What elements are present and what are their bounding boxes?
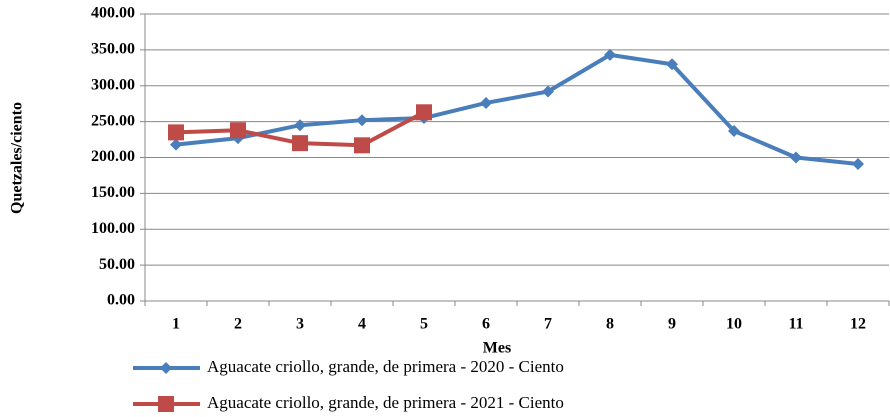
series-line (175, 52, 859, 166)
legend-label: Aguacate criollo, grande, de primera - 2… (207, 393, 564, 412)
y-tick-label: 250.00 (91, 112, 135, 129)
marker (294, 119, 306, 132)
legend-label: Aguacate criollo, grande, de primera - 2… (207, 357, 564, 376)
y-tick-label: 50.00 (99, 256, 135, 273)
x-tick-label: 7 (544, 316, 552, 333)
marker (480, 96, 492, 109)
marker (416, 104, 432, 121)
marker (604, 48, 616, 61)
marker (728, 124, 740, 137)
marker (292, 135, 308, 152)
x-tick-label: 1 (172, 316, 180, 333)
x-tick-label: 3 (296, 316, 304, 333)
y-axis-title: Quetzales/ciento (9, 102, 26, 214)
y-tick-label: 300.00 (91, 76, 135, 93)
y-tick-label: 200.00 (91, 148, 135, 165)
marker (168, 124, 184, 141)
x-tick-label: 8 (606, 316, 614, 333)
y-tick-label: 400.00 (91, 5, 135, 22)
marker (230, 122, 246, 139)
x-tick-label: 5 (420, 316, 428, 333)
x-tick-label: 4 (358, 316, 366, 333)
marker (160, 362, 172, 374)
x-tick-label: 2 (234, 316, 242, 333)
y-tick-label: 350.00 (91, 41, 135, 58)
y-tick-label: 150.00 (91, 184, 135, 201)
x-tick-label: 10 (726, 316, 742, 333)
marker (790, 151, 802, 164)
marker (170, 138, 182, 151)
y-tick-label: 0.00 (107, 292, 135, 309)
x-tick-label: 9 (668, 316, 676, 333)
y-tick-label: 100.00 (91, 220, 135, 237)
marker (666, 58, 678, 71)
marker (158, 396, 174, 412)
marker (356, 114, 368, 127)
marker (354, 137, 370, 154)
marker (542, 85, 554, 98)
x-tick-label: 11 (788, 316, 803, 333)
x-axis-title: Mes (483, 340, 511, 357)
x-tick-label: 12 (850, 316, 866, 333)
marker (852, 157, 864, 170)
x-tick-label: 6 (482, 316, 490, 333)
